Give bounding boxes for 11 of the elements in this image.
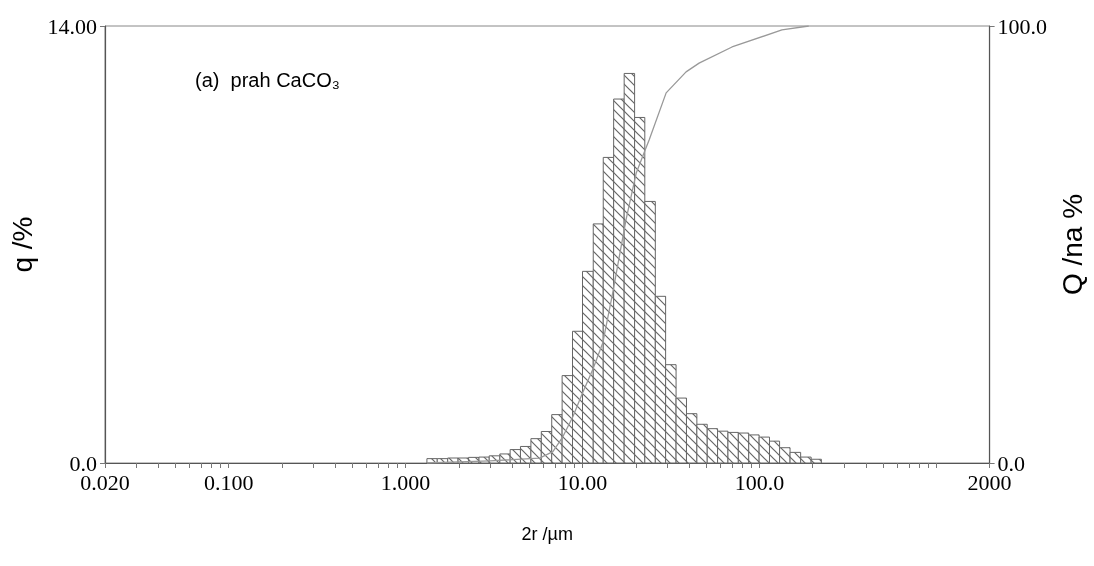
x-tick-label: 10.00 [557,469,608,495]
x-tick-label: 100.0 [734,469,785,495]
y2-tick-label: 0.0 [997,450,1026,476]
x-axis-title: 2r /µm [521,524,573,544]
y2-axis-title: Q /na % [1056,193,1088,296]
y-axis-title: q /% [7,216,39,273]
annotation: (a) prah CaCO₃ [195,69,340,91]
y-tick-label: 14.00 [47,13,97,39]
y2-tick-label: 100.0 [997,13,1048,39]
x-tick-label: 1.000 [380,469,431,495]
x-tick-label: 0.100 [203,469,254,495]
